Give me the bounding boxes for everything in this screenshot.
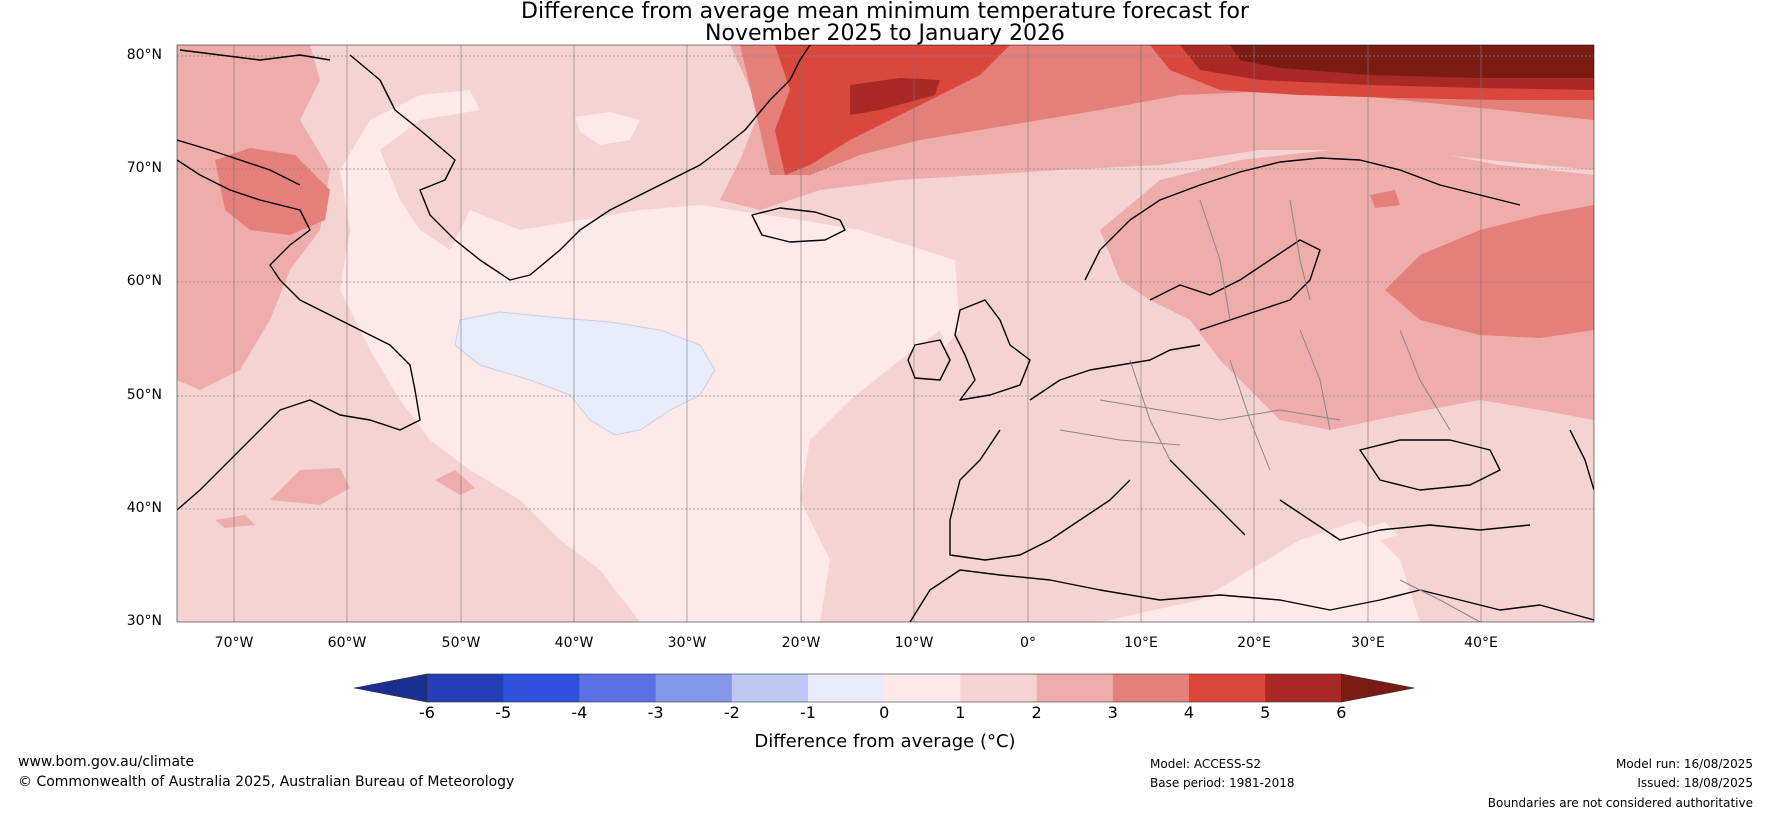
lat-label-60n: 60°N [126, 273, 162, 289]
coastline-ireland [907, 339, 951, 381]
coastline-labrador [177, 159, 421, 511]
anomaly-region-minus1-0 [454, 311, 716, 436]
colorbar-segment [808, 674, 885, 702]
lon-label-60w: 60°W [327, 635, 367, 651]
lon-label-40w: 40°W [554, 635, 594, 651]
colorbar-tick-label: 5 [1260, 703, 1271, 722]
lon-label-50w: 50°W [441, 635, 481, 651]
colorbar-segment [427, 674, 504, 702]
lon-label-20w: 20°W [781, 635, 821, 651]
lon-label-30w: 30°W [667, 635, 707, 651]
lat-label-80n: 80°N [126, 47, 162, 63]
coastline-caspian [1569, 429, 1594, 491]
anomaly-region-5-6-greenland-sea [850, 78, 940, 115]
country-borders [1059, 199, 1481, 622]
anomaly-region-4-5-greenland-sea [775, 45, 1010, 175]
lon-label-20e: 20°E [1237, 635, 1271, 651]
anomaly-patch-0-1-a [575, 112, 640, 145]
coastline-black-sea [1359, 439, 1501, 491]
colorbar-segment [1112, 674, 1190, 702]
colorbar-segment [960, 674, 1038, 702]
coastline-africa [909, 569, 1594, 622]
graticule [177, 55, 1594, 510]
lat-label-50n: 50°N [126, 387, 162, 403]
lon-label-10w: 10°W [894, 635, 934, 651]
colorbar-tick-label: 0 [879, 703, 890, 722]
coastline-britain [954, 299, 1031, 401]
colorbar-segment [579, 674, 657, 702]
anomaly-patch-0-1-b [1360, 522, 1398, 542]
lon-label-10e: 10°E [1124, 635, 1158, 651]
lon-label-40e: 40°E [1464, 635, 1498, 651]
coastline-norway [1084, 157, 1521, 281]
colorbar-frame [426, 673, 1342, 703]
colorbar-tick-label: 6 [1336, 703, 1347, 722]
footer-base-period: Base period: 1981-2018 [1150, 776, 1295, 790]
colorbar-tick-label: -6 [419, 703, 435, 722]
colorbar-segment [1036, 674, 1114, 702]
coastline-iceland [751, 207, 846, 243]
colorbar-segment [655, 674, 733, 702]
coastline-greenland-north [179, 49, 331, 61]
coastline-greenland [349, 45, 811, 281]
colorbar-tick-label: 2 [1031, 703, 1042, 722]
coastline-baffin [177, 139, 301, 186]
colorbar-tick-label: -4 [571, 703, 588, 722]
lat-label-30n: 30°N [126, 613, 162, 629]
lon-label-0: 0° [1020, 635, 1036, 651]
colorbar-segment [503, 674, 580, 702]
map-panel [177, 45, 1594, 622]
lon-label-30e: 30°E [1351, 635, 1385, 651]
map-title-line2: November 2025 to January 2026 [705, 21, 1065, 46]
colorbar-segment [884, 674, 961, 702]
map-frame [176, 44, 1595, 623]
footer-model-run: Model run: 16/08/2025 [1615, 757, 1753, 771]
colorbar-tick-label: 4 [1183, 703, 1195, 722]
map-title-line1: Difference from average mean minimum tem… [521, 0, 1249, 24]
colorbar-segment [731, 674, 809, 702]
coastline-western-europe [1029, 344, 1201, 401]
anomaly-region-3-4-finland [1370, 190, 1400, 208]
colorbar-tick-label: -5 [495, 703, 512, 722]
anomaly-region-2-3-scandinavia [1100, 150, 1594, 430]
anomaly-region-2-3-small1 [270, 468, 350, 505]
colorbar-tick-label: 3 [1107, 703, 1118, 722]
coastline-baltic [1149, 239, 1321, 331]
anomaly-region-2-3-small2 [435, 470, 475, 495]
colorbar-segment [1189, 674, 1266, 702]
coastline-iberia [949, 429, 1131, 561]
coastline-greece-turkey [1279, 499, 1531, 541]
anomaly-region-above-6 [1230, 45, 1594, 78]
footer-issued: Issued: 18/08/2025 [1637, 776, 1753, 790]
lon-label-70w: 70°W [214, 635, 254, 651]
colorbar-tick-label: -1 [800, 703, 816, 722]
colorbar [353, 673, 1415, 703]
lat-label-40n: 40°N [126, 500, 162, 516]
colorbar-segment [1265, 674, 1342, 702]
lat-label-70n: 70°N [126, 160, 162, 176]
coastlines [177, 45, 1594, 622]
anomaly-region-3-4-russia [1385, 205, 1594, 338]
anomaly-region-2-3-small3 [215, 515, 255, 528]
colorbar-label: Difference from average (°C) [754, 731, 1016, 752]
footer-site: www.bom.gov.au/climate [18, 754, 195, 770]
coastline-italy [1169, 459, 1246, 536]
footer-disclaimer: Boundaries are not considered authoritat… [1487, 796, 1753, 810]
colorbar-tick-label: -2 [723, 703, 740, 722]
footer-model: Model: ACCESS-S2 [1150, 757, 1262, 771]
footer-copyright: © Commonwealth of Australia 2025, Austra… [18, 774, 515, 790]
colorbar-extend-low [353, 673, 428, 703]
colorbar-extend-high [1341, 673, 1415, 703]
meridians [233, 45, 1482, 622]
colorbar-tick-label: 1 [955, 703, 966, 722]
colorbar-tick-label: -3 [647, 703, 664, 722]
